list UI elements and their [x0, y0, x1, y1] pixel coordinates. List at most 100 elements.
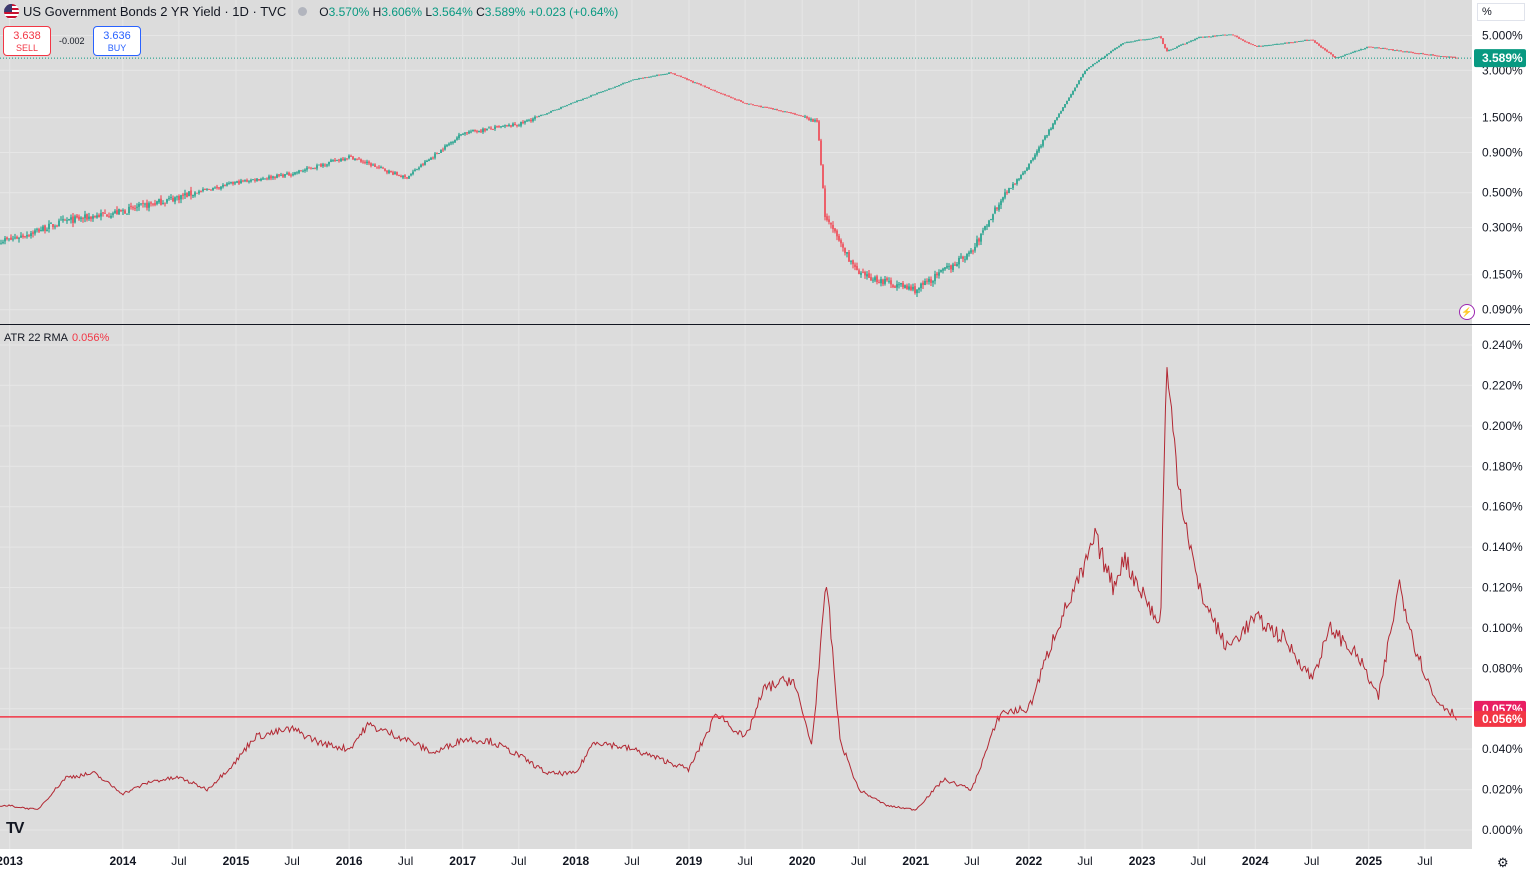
price-candle-body: [1006, 192, 1008, 194]
price-candle-body: [1324, 48, 1326, 51]
price-candle-body: [140, 203, 142, 205]
price-candle-body: [812, 119, 814, 122]
price-candle-body: [1158, 36, 1160, 38]
price-candle-body: [98, 215, 100, 218]
price-candle-body: [706, 87, 708, 89]
price-candle-body: [1122, 43, 1124, 45]
x-axis-tick-label: Jul: [624, 854, 639, 868]
price-candle-body: [606, 89, 608, 91]
price-candle-body: [750, 103, 752, 105]
price-candle-body: [262, 178, 264, 180]
price-candle-body: [110, 215, 112, 218]
price-candle-body: [1132, 41, 1134, 43]
price-candle-body: [1348, 53, 1350, 55]
price-candle-body: [334, 160, 336, 161]
price-candle-body: [1120, 44, 1122, 46]
price-candle-body: [1328, 51, 1330, 53]
atr-ytick-label: 0.080%: [1482, 661, 1523, 675]
price-candle-body: [62, 219, 64, 221]
price-candle-body: [970, 250, 972, 253]
buy-button[interactable]: 3.636 BUY: [93, 26, 141, 56]
price-candle-body: [824, 188, 826, 217]
price-candle-body: [722, 93, 724, 95]
gear-icon[interactable]: ⚙: [1497, 855, 1509, 870]
price-candle-body: [388, 170, 390, 173]
price-candle-body: [1108, 53, 1110, 55]
price-candle-body: [1042, 139, 1044, 146]
price-candle-body: [162, 202, 164, 204]
price-candle-body: [1420, 53, 1422, 55]
price-candle-body: [658, 74, 660, 76]
price-candle-body: [838, 235, 840, 241]
price-candle-body: [1134, 40, 1136, 42]
atr-ytick-label: 0.160%: [1482, 500, 1523, 514]
price-candle-body: [898, 284, 900, 286]
price-candle-body: [442, 149, 444, 151]
atr-ytick-label: 0.220%: [1482, 378, 1523, 392]
price-candle-body: [1098, 59, 1100, 62]
price-candle-body: [736, 99, 738, 101]
x-axis-tick-label: 2015: [223, 854, 250, 868]
price-candle-body: [692, 81, 694, 83]
x-axis-tick-label: Jul: [171, 854, 186, 868]
price-candle-body: [100, 213, 102, 217]
price-candle-body: [394, 172, 396, 175]
price-candle-body: [192, 194, 194, 197]
price-candle-body: [1018, 178, 1020, 180]
sell-button[interactable]: 3.638 SELL: [3, 26, 51, 56]
price-candle-body: [56, 225, 58, 227]
price-candle-body: [1136, 40, 1138, 42]
price-candle-body: [984, 226, 986, 230]
price-candle-body: [1154, 37, 1156, 39]
price-candle-body: [166, 199, 168, 203]
price-ytick-label: 0.150%: [1482, 268, 1523, 282]
price-candle-body: [708, 87, 710, 89]
price-candle-body: [148, 203, 150, 208]
price-candle-body: [966, 253, 968, 260]
price-candle-body: [696, 82, 698, 84]
price-candle-body: [884, 279, 886, 284]
price-candle-body: [356, 158, 358, 160]
price-candle-body: [380, 167, 382, 168]
price-candle-body: [458, 134, 460, 139]
price-candle-body: [748, 103, 750, 105]
price-candle-body: [1320, 45, 1322, 48]
price-candle-body: [1334, 56, 1336, 58]
sell-label: SELL: [15, 43, 39, 53]
price-candle-body: [1074, 87, 1076, 91]
lightning-icon[interactable]: ⚡: [1459, 304, 1475, 320]
price-candle-body: [594, 94, 596, 96]
price-candle-body: [1394, 50, 1396, 52]
price-candle-body: [468, 131, 470, 134]
price-candle-body: [14, 237, 16, 239]
price-candle-body: [390, 170, 392, 172]
price-candle-body: [58, 220, 60, 227]
price-candle-body: [1216, 35, 1218, 37]
x-axis-tick-label: Jul: [1417, 854, 1432, 868]
atr-indicator-name[interactable]: ATR 22 RMA: [4, 332, 68, 344]
price-candle-body: [1390, 49, 1392, 51]
price-candle-body: [916, 289, 918, 294]
price-candle-body: [202, 189, 204, 191]
price-candle-body: [1330, 52, 1332, 55]
price-candle-body: [282, 174, 284, 177]
price-candle-body: [326, 164, 328, 166]
symbol-title[interactable]: US Government Bonds 2 YR Yield · 1D · TV…: [23, 4, 287, 19]
price-candle-body: [766, 107, 768, 108]
price-candle-body: [542, 114, 544, 116]
price-candle-body: [648, 76, 650, 78]
price-ytick-label: 0.500%: [1482, 186, 1523, 200]
price-candle-body: [670, 72, 672, 74]
spread-value: -0.002: [59, 36, 85, 46]
price-candle-body: [424, 161, 426, 165]
price-candle-body: [1002, 197, 1004, 201]
price-candle-body: [1150, 38, 1152, 40]
price-candle-body: [532, 118, 534, 122]
x-axis-tick-label: Jul: [964, 854, 979, 868]
price-candle-body: [1444, 56, 1446, 58]
price-candle-body: [704, 85, 706, 88]
price-candle-body: [230, 182, 232, 183]
scale-mode-toggle[interactable]: %: [1477, 3, 1525, 21]
price-candle-body: [404, 175, 406, 178]
